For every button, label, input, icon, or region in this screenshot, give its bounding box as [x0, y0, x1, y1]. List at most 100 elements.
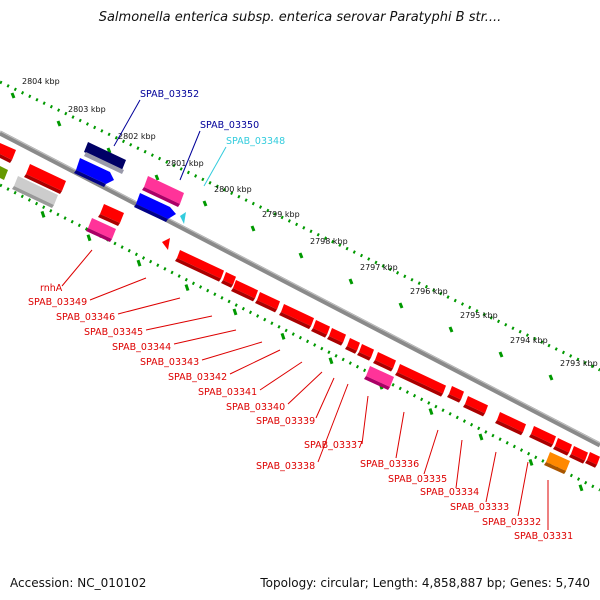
gene-pink-a[interactable]: [86, 218, 116, 242]
leader-line: [229, 349, 281, 375]
kbp-label: 2804 kbp: [22, 77, 60, 86]
gene-red[interactable]: [395, 364, 446, 397]
kbp-label: 2799 kbp: [262, 210, 300, 219]
gene-tracks-lower[interactable]: [86, 204, 170, 250]
inner-tick: [478, 433, 484, 441]
kbp-label: 2793 kbp: [560, 359, 598, 368]
gene-label[interactable]: SPAB_03338: [256, 461, 315, 472]
inner-tick: [328, 357, 334, 365]
gene-red[interactable]: [221, 272, 236, 288]
gene-tracks-upper[interactable]: [0, 142, 186, 224]
gene-red-a[interactable]: [98, 204, 124, 226]
gene-red-left-1[interactable]: [0, 143, 16, 163]
kbp-label: 2800 kbp: [214, 185, 252, 194]
gene-red[interactable]: [311, 320, 330, 338]
gene-red[interactable]: [357, 344, 374, 361]
gene-red[interactable]: [327, 328, 346, 346]
gene-SPAB_03352[interactable]: [84, 142, 126, 174]
inner-tick: [528, 458, 534, 466]
gene-label[interactable]: SPAB_03349: [28, 297, 87, 308]
gene-label[interactable]: rnhA: [40, 283, 63, 294]
kbp-label: 2794 kbp: [510, 336, 548, 345]
gene-label[interactable]: SPAB_03345: [84, 327, 143, 338]
kbp-tick: [154, 174, 160, 181]
bottom-gene-labels: rnhA SPAB_03349 SPAB_03346 SPAB_03345 SPAB_0…: [28, 249, 573, 542]
leader-line: [361, 395, 369, 445]
gene-red[interactable]: [345, 338, 360, 354]
kbp-tick: [498, 351, 504, 358]
gene-red[interactable]: [255, 292, 280, 313]
gene-label[interactable]: SPAB_03336: [360, 459, 419, 470]
gene-red[interactable]: [495, 412, 526, 436]
gene-red[interactable]: [231, 280, 258, 302]
kbp-tick: [10, 92, 16, 99]
gene-SPAB_03348[interactable]: [180, 212, 186, 224]
leader-line: [145, 315, 213, 331]
gene-label[interactable]: SPAB_03333: [450, 502, 509, 513]
gene-red[interactable]: [553, 438, 572, 456]
kbp-tick: [106, 147, 112, 154]
gene-red-triangle[interactable]: [162, 238, 170, 250]
leader-line: [203, 146, 227, 187]
gene-label[interactable]: SPAB_03332: [482, 517, 541, 528]
leader-line: [179, 130, 201, 181]
gene-label[interactable]: SPAB_03339: [256, 416, 315, 427]
leader-line: [315, 377, 335, 419]
accession-text: Accession: NC_010102: [10, 576, 147, 590]
top-gene-labels: SPAB_03352 SPAB_03350 SPAB_03348: [113, 89, 285, 187]
gene-label[interactable]: SPAB_03340: [226, 402, 285, 413]
gene-red[interactable]: [585, 452, 600, 468]
leader-line: [517, 461, 529, 517]
kbp-tick: [348, 278, 354, 285]
gene-blue-arrow-2[interactable]: [134, 193, 176, 222]
leader-line: [89, 277, 147, 301]
leader-line: [317, 383, 349, 463]
gene-label[interactable]: SPAB_03352: [140, 89, 199, 100]
kbp-tick: [202, 200, 208, 207]
gene-chain[interactable]: [175, 250, 600, 468]
gene-label[interactable]: SPAB_03348: [226, 136, 285, 147]
genome-title: Salmonella enterica subsp. enterica sero…: [98, 10, 502, 25]
gene-label[interactable]: SPAB_03350: [200, 120, 259, 131]
kbp-label: 2796 kbp: [410, 287, 448, 296]
inner-tick: [428, 408, 434, 416]
inner-tick: [40, 210, 46, 218]
inner-tick: [578, 484, 584, 492]
gene-label[interactable]: SPAB_03335: [388, 474, 447, 485]
gene-label[interactable]: SPAB_03331: [514, 531, 573, 542]
gene-gray-left[interactable]: [12, 176, 58, 208]
gene-red[interactable]: [569, 446, 588, 464]
kbp-label: 2801 kbp: [166, 159, 204, 168]
gene-label[interactable]: SPAB_03344: [112, 342, 171, 353]
kbp-tick: [398, 302, 404, 309]
gene-red[interactable]: [175, 250, 224, 282]
gene-red[interactable]: [529, 426, 556, 448]
gene-label[interactable]: SPAB_03343: [140, 357, 199, 368]
gene-red-left-2[interactable]: [24, 164, 66, 194]
inner-tick: [184, 284, 190, 292]
kbp-tick: [548, 374, 554, 381]
leader-line: [455, 439, 463, 489]
gene-red[interactable]: [447, 386, 464, 403]
gene-label[interactable]: SPAB_03334: [420, 487, 479, 498]
gene-label[interactable]: SPAB_03342: [168, 372, 227, 383]
inner-tick: [232, 308, 238, 316]
gene-red[interactable]: [373, 352, 396, 372]
leader-line: [259, 361, 303, 391]
gene-red[interactable]: [463, 396, 488, 417]
gene-SPAB_03350[interactable]: [142, 176, 184, 207]
gene-label[interactable]: SPAB_03337: [304, 440, 363, 451]
gene-pink-b[interactable]: [364, 366, 394, 390]
leader-line: [423, 429, 439, 475]
gene-olive-left[interactable]: [0, 166, 8, 180]
gene-orange[interactable]: [544, 452, 570, 474]
gene-red[interactable]: [279, 304, 314, 330]
leader-line: [173, 329, 237, 345]
inner-tick: [280, 332, 286, 340]
gene-blue-arrow-1[interactable]: [74, 158, 114, 187]
gene-label[interactable]: SPAB_03346: [56, 312, 115, 323]
leader-line: [61, 249, 93, 287]
gene-label[interactable]: SPAB_03341: [198, 387, 257, 398]
kbp-label: 2803 kbp: [68, 105, 106, 114]
